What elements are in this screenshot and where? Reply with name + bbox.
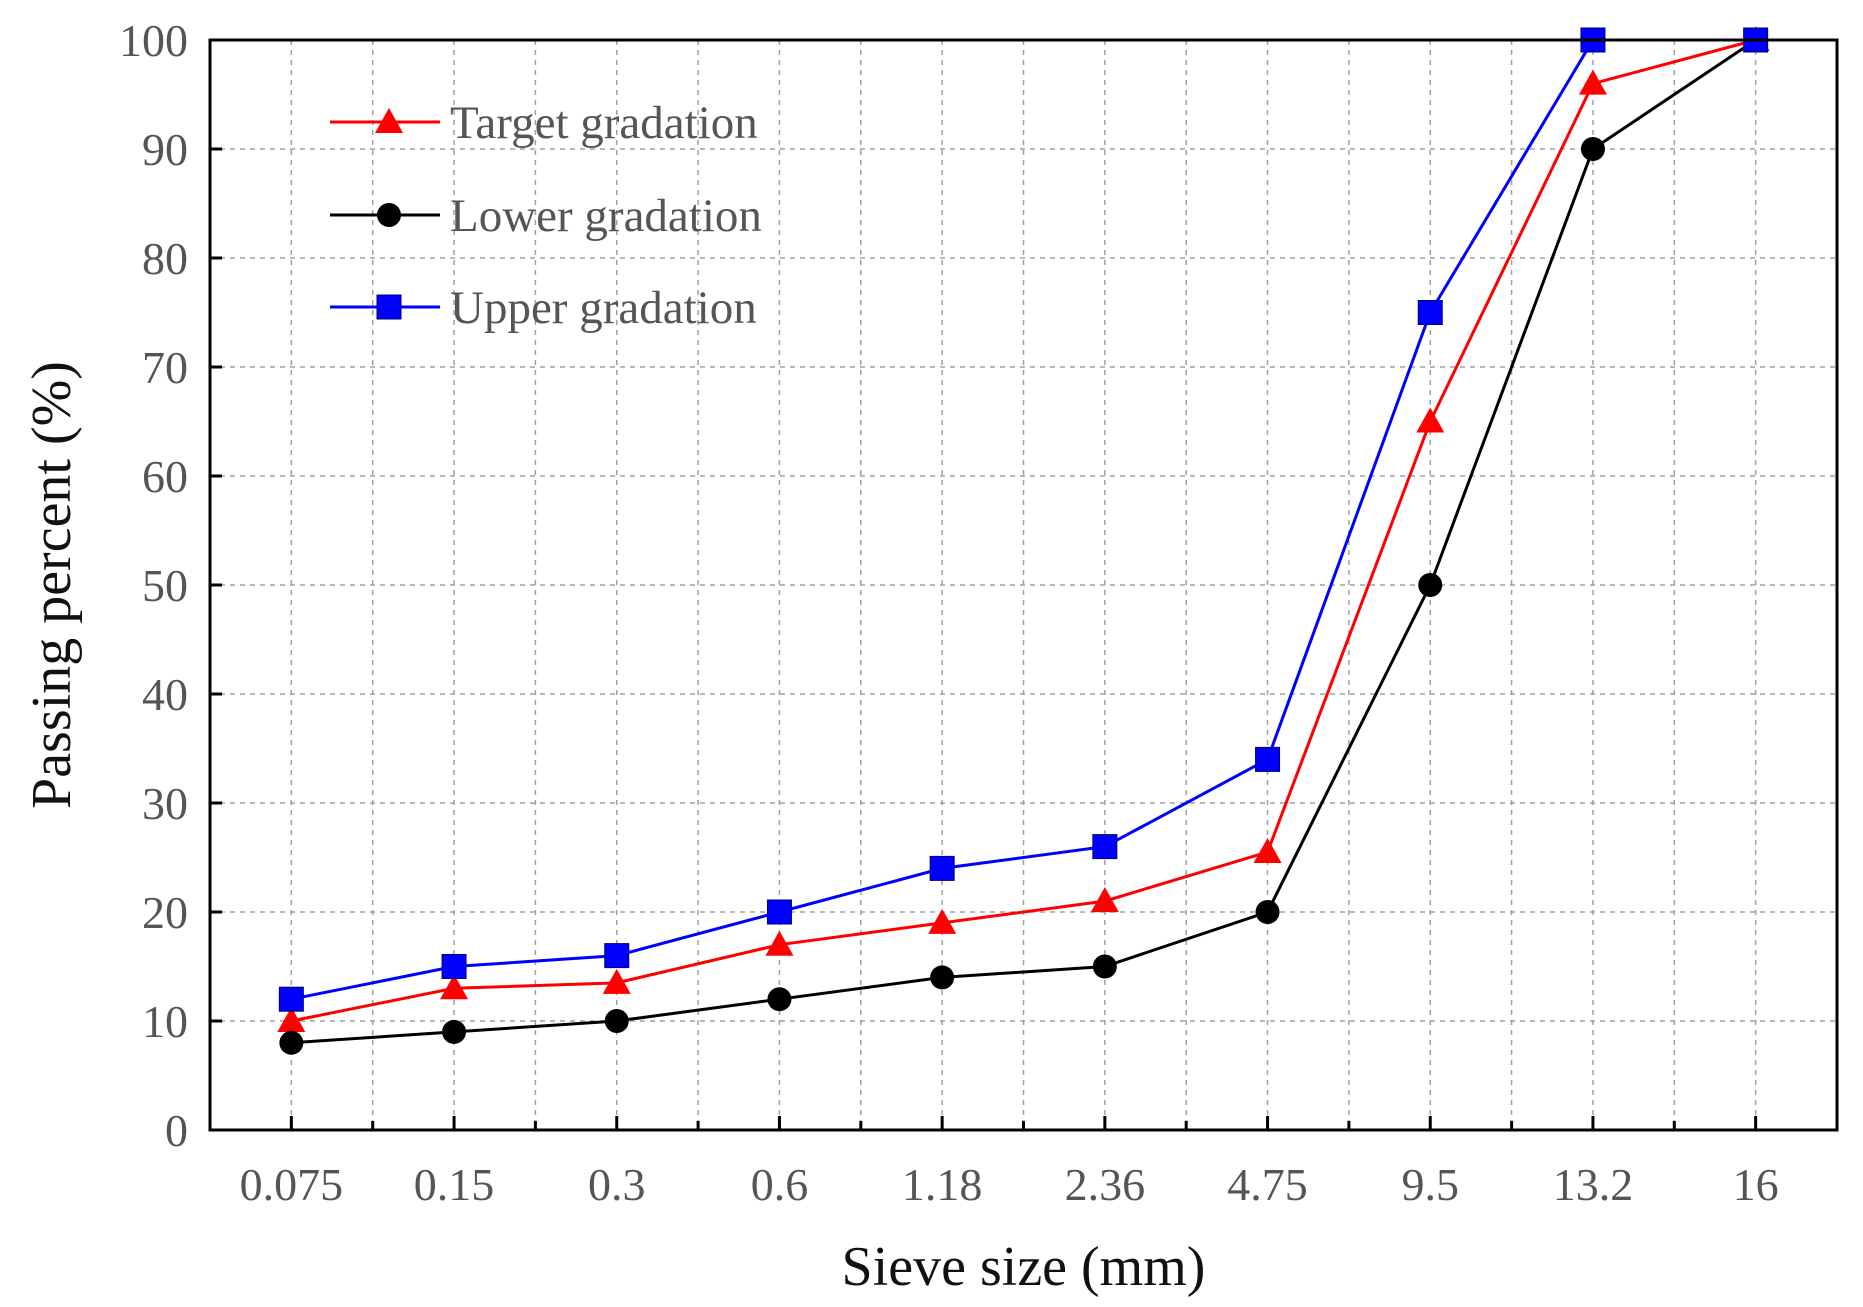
- data-point: [767, 987, 792, 1012]
- legend-label: Target gradation: [450, 97, 758, 149]
- x-tick-label: 0.6: [751, 1159, 809, 1210]
- x-tick-label: 16: [1733, 1159, 1779, 1210]
- y-tick-label: 30: [142, 778, 188, 829]
- y-tick-label: 80: [142, 233, 188, 284]
- legend-entry: Upper gradation: [330, 282, 757, 334]
- data-point: [277, 1007, 306, 1032]
- series-line: [291, 38, 1757, 1023]
- x-tick-label: 2.36: [1065, 1159, 1146, 1210]
- data-point: [930, 965, 955, 990]
- x-tick-label: 1.18: [902, 1159, 983, 1210]
- data-point: [1092, 834, 1118, 860]
- legend-label: Lower gradation: [450, 190, 762, 242]
- data-point: [440, 974, 469, 1000]
- data-point: [604, 943, 630, 969]
- data-point: [1092, 954, 1117, 979]
- triangle-marker-icon: [375, 108, 403, 133]
- data-point: [1418, 573, 1443, 597]
- x-tick-labels: 0.075 0.15 0.3 0.6 1.18 2.36 4.75 9.5 13.2 16: [240, 1159, 1779, 1210]
- y-tick-label: 100: [119, 15, 188, 66]
- y-tick-label: 0: [165, 1105, 188, 1156]
- x-tick-label: 0.15: [414, 1159, 495, 1210]
- data-point: [1416, 407, 1445, 433]
- x-tick-label: 0.3: [588, 1159, 646, 1210]
- y-tick-label: 70: [142, 342, 188, 393]
- data-point: [928, 908, 957, 934]
- circle-marker-icon: [377, 203, 401, 227]
- plot-series: [277, 26, 1770, 1055]
- x-axis-title: Sieve size (mm): [842, 1236, 1206, 1298]
- data-point: [765, 930, 794, 956]
- data-point: [1253, 838, 1282, 864]
- square-marker-icon: [376, 294, 402, 320]
- y-tick-label: 40: [142, 669, 188, 720]
- data-point: [1578, 69, 1607, 95]
- series-line: [291, 38, 1756, 1001]
- data-point: [441, 954, 467, 979]
- data-point: [766, 899, 792, 925]
- x-tick-label: 4.75: [1227, 1159, 1308, 1210]
- x-tick-label: 9.5: [1402, 1159, 1460, 1210]
- data-point: [604, 1009, 629, 1033]
- y-tick-label: 10: [142, 996, 188, 1047]
- axis-ticks: [210, 38, 1758, 1132]
- data-point: [279, 1030, 304, 1055]
- data-point: [1580, 137, 1605, 161]
- legend-entry: Lower gradation: [330, 190, 762, 242]
- y-tick-label: 20: [142, 887, 188, 938]
- data-point: [1090, 887, 1119, 913]
- data-point: [1255, 900, 1280, 924]
- y-tick-label: 60: [142, 451, 188, 502]
- data-point: [602, 968, 631, 994]
- legend: Target gradation Lower gradation Upper gra…: [330, 97, 762, 334]
- y-tick-labels: 0 10 20 30 40 50 60 70 80 90 100: [119, 15, 188, 1156]
- grid-lines: [210, 40, 1837, 1130]
- legend-entry: Target gradation: [330, 97, 758, 149]
- x-tick-label: 13.2: [1553, 1159, 1634, 1210]
- y-axis-title: Passing percent (%): [21, 361, 83, 809]
- data-point: [929, 855, 955, 881]
- data-point: [442, 1019, 467, 1044]
- data-point: [1255, 746, 1281, 772]
- legend-label: Upper gradation: [450, 282, 757, 334]
- data-point: [278, 986, 304, 1012]
- data-point: [1417, 300, 1443, 325]
- y-tick-label: 90: [142, 124, 188, 175]
- series-line: [291, 38, 1757, 1045]
- x-tick-label: 0.075: [240, 1159, 344, 1210]
- y-tick-label: 50: [142, 560, 188, 611]
